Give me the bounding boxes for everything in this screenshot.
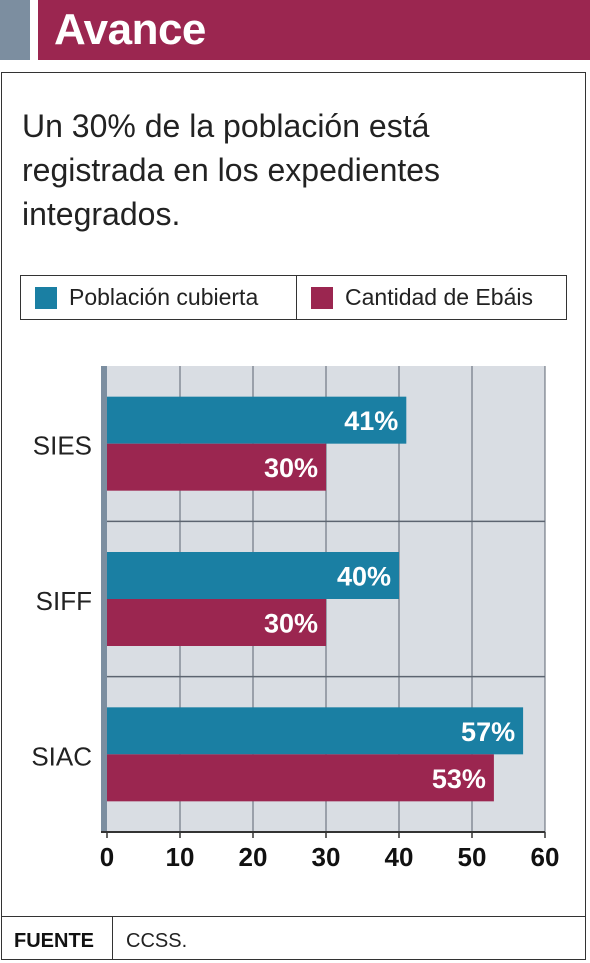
tick-label-50: 50 — [458, 842, 487, 872]
bar-chart: 0 10 20 30 40 50 60 SIES 41% 30% SIFF 40% 30% SIAC 57%… — [31, 366, 560, 872]
data-label-sies-ebais: 30% — [264, 453, 318, 483]
header-accent — [0, 0, 30, 60]
footer-divider — [112, 916, 113, 960]
footer-divider-line — [1, 916, 586, 917]
bar-siac-poblacion — [107, 707, 524, 755]
data-label-siac-poblacion: 57% — [461, 717, 515, 747]
tick-label-40: 40 — [385, 842, 414, 872]
bar-siac-ebais — [107, 754, 494, 802]
legend-label-ebais: Cantidad de Ebáis — [345, 284, 533, 310]
data-label-siff-poblacion: 40% — [337, 562, 391, 592]
bar-siff-ebais — [107, 599, 326, 646]
tick-label-10: 10 — [166, 842, 195, 872]
legend-item-poblacion: Población cubierta — [21, 276, 297, 319]
data-label-siac-ebais: 53% — [432, 764, 486, 794]
footer-source: CCSS. — [126, 930, 188, 952]
tick-label-60: 60 — [531, 842, 560, 872]
tick-label-20: 20 — [239, 842, 268, 872]
footer-label: FUENTE — [14, 930, 94, 952]
page-title: Avance — [54, 5, 206, 54]
legend-item-ebais: Cantidad de Ebáis — [297, 276, 533, 319]
bar-siff-poblacion — [107, 552, 399, 599]
chart-subtitle: Un 30% de la población está registrada e… — [22, 108, 441, 232]
legend-swatch-poblacion — [35, 286, 57, 309]
content-frame — [1, 72, 586, 960]
category-label-sies: SIES — [33, 431, 92, 461]
bar-sies-poblacion — [107, 396, 407, 444]
bar-sies-ebais — [107, 443, 326, 491]
category-label-siff: SIFF — [36, 586, 92, 616]
header-bar — [38, 0, 590, 60]
data-label-sies-poblacion: 41% — [344, 406, 398, 436]
data-label-siff-ebais: 30% — [264, 609, 318, 639]
category-label-siac: SIAC — [31, 741, 92, 771]
chart-legend: Población cubierta Cantidad de Ebáis — [20, 275, 567, 320]
tick-label-0: 0 — [100, 842, 114, 872]
legend-swatch-ebais — [311, 286, 333, 309]
legend-label-poblacion: Población cubierta — [69, 284, 259, 310]
tick-label-30: 30 — [312, 842, 341, 872]
